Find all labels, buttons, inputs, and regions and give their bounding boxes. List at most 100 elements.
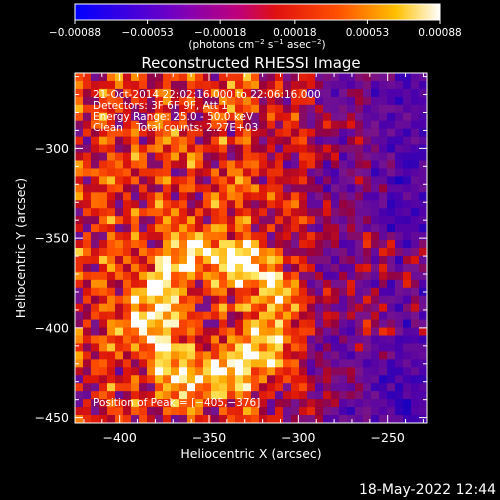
heatmap-cell [171, 128, 180, 137]
heatmap-cell [411, 208, 420, 217]
heatmap-cell [203, 255, 212, 265]
heatmap-cell [371, 224, 380, 233]
heatmap-cell [163, 216, 172, 225]
heatmap-cell [235, 255, 244, 265]
heatmap-cell [91, 359, 100, 368]
heatmap-cell [83, 104, 92, 114]
heatmap-cell [123, 112, 132, 122]
heatmap-cell [307, 335, 316, 344]
heatmap-cell [123, 104, 132, 114]
heatmap-cell [211, 407, 220, 416]
heatmap-cell [275, 407, 284, 416]
heatmap-cell [147, 73, 156, 82]
heatmap-cell [83, 96, 92, 106]
heatmap-cell [163, 184, 172, 193]
heatmap-cell [91, 96, 100, 106]
heatmap-cell [219, 192, 228, 201]
heatmap-cell [411, 240, 420, 249]
heatmap-cell [299, 216, 308, 225]
heatmap-cell [323, 224, 332, 233]
heatmap-cell [419, 391, 427, 400]
heatmap-cell [75, 136, 84, 145]
heatmap-cell [147, 399, 156, 408]
heatmap-cell [131, 255, 140, 265]
heatmap-cell [339, 367, 348, 376]
heatmap-cell [283, 359, 292, 368]
heatmap-cell [243, 232, 252, 241]
heatmap-cell [299, 248, 308, 257]
heatmap-cell [403, 263, 412, 273]
heatmap-cell [75, 120, 84, 129]
heatmap-cell [267, 375, 276, 384]
heatmap-cell [179, 136, 188, 145]
heatmap-cell [299, 88, 308, 98]
heatmap-cell [243, 88, 252, 98]
heatmap-cell [107, 375, 116, 384]
heatmap-cell [163, 248, 172, 257]
heatmap-cell [195, 240, 204, 249]
heatmap-cell [115, 335, 124, 344]
heatmap-cell [331, 303, 340, 312]
heatmap-cell [387, 232, 396, 241]
heatmap-cell [155, 184, 164, 193]
heatmap-cell [99, 88, 108, 98]
heatmap-cell [91, 120, 100, 129]
heatmap-cell [75, 295, 84, 304]
heatmap-cell [307, 248, 316, 257]
heatmap-cell [251, 287, 260, 297]
heatmap-cell [115, 80, 124, 90]
heatmap-cell [379, 128, 388, 137]
heatmap-cell [371, 192, 380, 201]
heatmap-cell [363, 295, 372, 304]
heatmap-cell [171, 136, 180, 145]
heatmap-cell [131, 136, 140, 145]
heatmap-cell [99, 168, 108, 177]
heatmap-cell [139, 120, 148, 129]
heatmap-cell [315, 271, 324, 281]
heatmap-cell [203, 327, 212, 336]
heatmap-cell [75, 224, 84, 233]
heatmap-cell [227, 144, 236, 153]
heatmap-cell [251, 295, 260, 304]
heatmap-cell [347, 351, 356, 360]
heatmap-cell [251, 327, 260, 336]
heatmap-cell [123, 287, 132, 297]
heatmap-cell [179, 184, 188, 193]
heatmap-cell [283, 271, 292, 281]
heatmap-cell [227, 263, 236, 273]
heatmap-cell [339, 303, 348, 312]
heatmap-cell [395, 128, 404, 137]
heatmap-cell [227, 112, 236, 122]
heatmap-cell [259, 96, 268, 106]
heatmap-cell [219, 96, 228, 106]
heatmap-cell [299, 367, 308, 376]
heatmap-cell [163, 367, 172, 376]
heatmap-cell [307, 232, 316, 241]
heatmap-cell [347, 160, 356, 169]
heatmap-cell [323, 327, 332, 336]
heatmap-cell [411, 287, 420, 297]
heatmap-cell [259, 327, 268, 336]
heatmap-cell [379, 351, 388, 360]
heatmap-cell [203, 287, 212, 297]
heatmap-cell [411, 375, 420, 384]
heatmap-cell [419, 128, 427, 137]
heatmap-cell [163, 295, 172, 304]
heatmap-cell [115, 367, 124, 376]
heatmap-cell [267, 73, 276, 82]
heatmap-cell [235, 311, 244, 320]
heatmap-cell [355, 73, 364, 82]
heatmap-cell [387, 184, 396, 193]
heatmap-cell [363, 224, 372, 233]
heatmap-cell [171, 168, 180, 177]
heatmap-cell [147, 271, 156, 281]
heatmap-cell [339, 144, 348, 153]
heatmap-cell [243, 263, 252, 273]
heatmap-cell [339, 248, 348, 257]
heatmap-cell [179, 160, 188, 169]
heatmap-cell [347, 216, 356, 225]
heatmap-cell [187, 319, 196, 328]
heatmap-cell [291, 224, 300, 233]
heatmap-cell [403, 240, 412, 249]
